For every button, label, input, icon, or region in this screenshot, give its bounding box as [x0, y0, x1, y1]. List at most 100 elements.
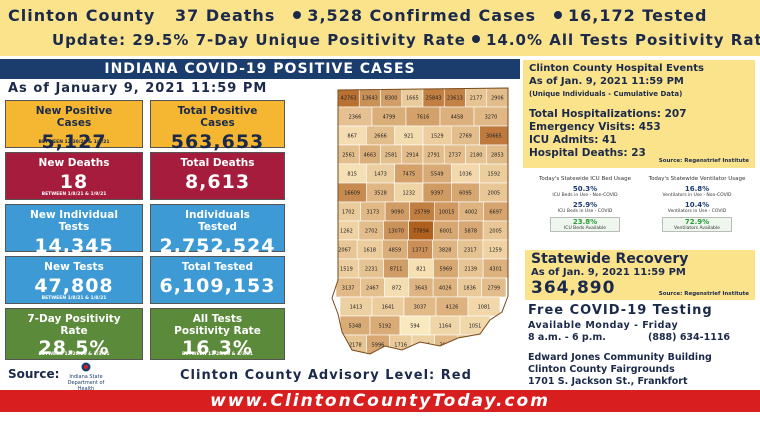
county-count: 2769 [459, 134, 472, 140]
hospital-as-of: As of Jan. 9, 2021 11:59 PM [529, 76, 684, 87]
county: Clinton County [8, 6, 156, 25]
county-count: 6697 [489, 210, 502, 216]
county-count: 30665 [486, 134, 502, 140]
county-count: 4799 [383, 115, 396, 121]
hospital-deaths: Hospital Deaths: 23 [529, 147, 646, 159]
county-count: 4859 [388, 248, 401, 254]
tile-note: BETWEEN 12/28/20 & 1/3/21 [38, 352, 110, 357]
county-count: 2561 [342, 153, 355, 159]
county-count: 8711 [390, 267, 403, 273]
county-count: 5878 [464, 229, 477, 235]
county-count: 2906 [491, 96, 504, 102]
county-count: 3828 [439, 248, 452, 254]
county-count: 3528 [374, 191, 387, 197]
header-line-2: Update: 29.5% 7-Day Unique Positivity Ra… [52, 31, 760, 49]
county-count: 1641 [382, 305, 395, 311]
county-count: 1036 [459, 172, 472, 178]
county-count: 1081 [478, 305, 491, 311]
county-count: 6095 [459, 191, 472, 197]
usage-item: 25.9% ICU Beds in Use - COVID [530, 201, 640, 214]
county-count: 42763 [341, 96, 357, 102]
tile-note: BETWEEN 1/8/21 & 1/9/21 [41, 192, 107, 197]
usage-column: Today's Statewide Ventilator Usage 16.8% V… [642, 174, 752, 246]
logo-line-2: Department of Health [67, 380, 105, 392]
usage-item: 23.8% ICU Beds Available [550, 217, 620, 232]
usage-item: 10.4% Ventilators in Use - COVID [642, 201, 752, 214]
county-count: 2139 [464, 267, 477, 273]
stat-tile: Individuals Tested 2,752,524 [150, 204, 285, 257]
county-count: 4002 [465, 210, 478, 216]
tile-label: New Individual Tests [30, 209, 118, 233]
advisory: Clinton County Advisory Level: Red [180, 368, 472, 383]
logo-line-1: Indiana State [69, 374, 103, 380]
tile-value: 6,109,153 [159, 275, 276, 297]
recovery-box: Statewide Recovery As of Jan. 9, 2021 11… [525, 250, 755, 300]
county-count: 1262 [340, 229, 353, 235]
county-count: 8300 [385, 96, 398, 102]
hospitalizations: Total Hospitalizations: 207 [529, 108, 687, 120]
county-count: 2518 [462, 343, 475, 349]
tile-note: BETWEEN 1/8/21 & 1/8/21 [41, 296, 107, 301]
tile-value: 28.5% [38, 337, 110, 359]
county-count: 1232 [402, 191, 415, 197]
county-count: 2005 [487, 191, 500, 197]
usage-value: 50.3% [572, 185, 598, 193]
recovery-source: Source: Regenstrief Institute [658, 291, 749, 297]
county-count: 1473 [374, 172, 387, 178]
county-count: 2067 [338, 248, 351, 254]
testing-phone: (888) 634-1116 [648, 332, 731, 343]
footer: www.ClintonCountyToday.com [0, 390, 760, 412]
county-count: 2180 [470, 153, 483, 159]
tile-note: BETWEEN 12/30/20 & 1/9/21 [38, 140, 110, 145]
county-count: 2231 [365, 267, 378, 273]
usage-value: 10.4% [684, 201, 710, 209]
usage-item: 16.8% Ventilators in Use - Non-COVID [642, 185, 752, 198]
testing-hours: 8 a.m. - 6 p.m. [528, 332, 606, 343]
all-tests: 14.0% All Tests Positivity Rate [485, 31, 760, 49]
county-count: 2366 [349, 115, 362, 121]
county-count: 9090 [391, 210, 404, 216]
tile-value: 8,613 [184, 171, 251, 193]
er-visits: Emergency Visits: 453 [529, 121, 661, 133]
hospital-source: Source: Regenstrief Institute [658, 158, 749, 164]
tile-label: Total Tested [181, 261, 254, 273]
county-count: 2799 [487, 286, 500, 292]
county-count: 4126 [446, 305, 459, 311]
county-count: 25799 [414, 210, 430, 216]
county-count: 1618 [363, 248, 376, 254]
county-count: 7475 [402, 172, 415, 178]
county-count: 5996 [372, 343, 385, 349]
county-count: 5969 [439, 267, 452, 273]
hospital-box: Clinton County Hospital Events As of Jan… [523, 60, 755, 168]
usage-value: 25.9% [572, 201, 598, 209]
county-count: 1836 [463, 286, 476, 292]
county-count: 9397 [431, 191, 444, 197]
testing-place: Edward Jones Community Building [528, 352, 712, 363]
header-line-1: Clinton County 37 Deaths 3,528 Confirmed … [8, 6, 707, 25]
county-count: 3037 [414, 305, 427, 311]
county-count: 2005 [489, 229, 502, 235]
county-count: 10015 [439, 210, 455, 216]
county-count: 6001 [439, 229, 452, 235]
county-count: 921 [404, 134, 414, 140]
county-count: 4458 [451, 115, 464, 121]
county [434, 334, 458, 354]
stat-tile: New Positive Cases 5,127 BETWEEN 12/30/20 … [5, 100, 143, 153]
county-count: 23613 [447, 96, 463, 102]
source-label: Source: [8, 367, 60, 381]
header: Clinton County 37 Deaths 3,528 Confirmed … [0, 0, 760, 56]
stat-tile: Total Positive Cases 563,653 [150, 100, 285, 153]
tile-label: New Positive Cases [35, 105, 113, 129]
tile-value: 14,345 [34, 235, 114, 257]
stat-tile: New Deaths 18 BETWEEN 1/8/21 & 1/9/21 [5, 152, 143, 200]
usage-label: Ventilators in Use - Non-COVID [662, 193, 732, 198]
usage-value: 72.9% [684, 218, 710, 226]
tile-label: Total Positive Cases [177, 105, 258, 129]
tile-value: 5,127 [41, 131, 107, 153]
tile-value: 2,752,524 [159, 235, 276, 257]
usage-column: Today's Statewide ICU Bed Usage 50.3% ICU … [530, 174, 640, 246]
tile-note: BETWEEN 12/28/20 & 1/3/21 [182, 352, 253, 357]
county-count: 2702 [365, 229, 378, 235]
county-count: 13070 [388, 229, 404, 235]
